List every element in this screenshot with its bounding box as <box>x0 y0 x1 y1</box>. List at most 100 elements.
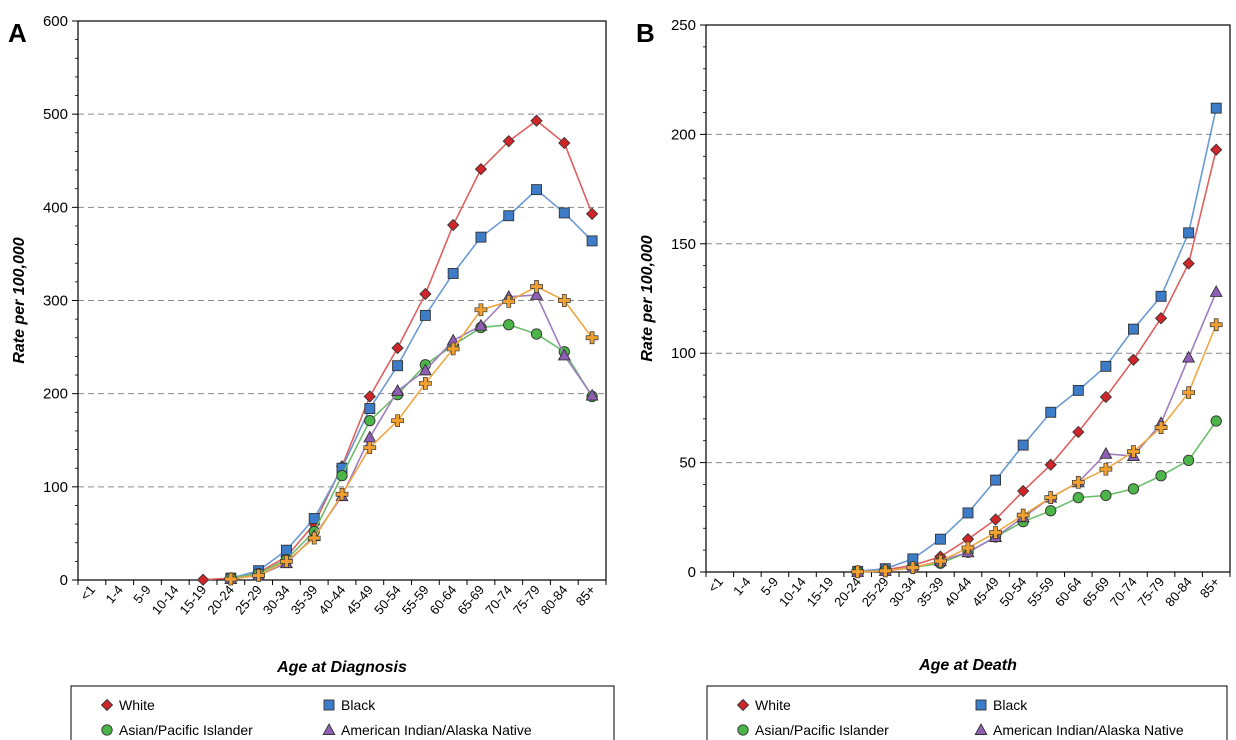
a-x-tick-label: 80-84 <box>538 582 571 617</box>
a-legend-box <box>70 685 615 740</box>
b-point-hispanic <box>961 541 975 555</box>
a-y-axis-title: Rate per 100,000 <box>11 237 28 363</box>
a-x-axis-title: Age at Diagnosis <box>276 659 407 676</box>
b-point-hispanic <box>989 526 1002 539</box>
b-x-tick-label: 45-49 <box>969 574 1002 609</box>
b-x-tick-label: 30-34 <box>886 574 919 609</box>
b-legend-marker-american-indian-alaska-native <box>974 723 988 735</box>
b-point-black <box>1045 406 1057 418</box>
b-x-tick-label: 40-44 <box>941 574 974 609</box>
b-plot-area <box>706 25 1230 572</box>
a-point-asian-pacific-islander <box>503 319 515 331</box>
a-point-american-indian-alaska-native <box>529 287 544 300</box>
a-point-black <box>419 309 431 321</box>
a-legend-marker-black <box>323 699 335 711</box>
a-point-hispanic <box>391 414 404 428</box>
b-point-hispanic <box>1127 445 1140 459</box>
a-x-tick-label: <1 <box>77 582 98 603</box>
b-x-tick-label: 55-59 <box>1024 574 1057 609</box>
b-series-hispanic <box>851 318 1223 579</box>
b-point-white <box>1017 484 1030 498</box>
a-legend-label-american-indian-alaska-native: American Indian/Alaska Native <box>341 722 532 738</box>
a-point-black <box>586 235 598 247</box>
a-x-tick-label: 65-69 <box>454 582 487 617</box>
a-point-white <box>447 218 460 232</box>
b-x-tick-label: 75-79 <box>1134 574 1167 609</box>
a-point-hispanic <box>252 568 265 582</box>
a-point-white <box>474 162 488 176</box>
b-point-asian-pacific-islander <box>1127 483 1140 495</box>
b-point-asian-pacific-islander <box>1072 491 1084 504</box>
b-point-black <box>1128 323 1139 335</box>
b-x-tick-label: 1-4 <box>730 574 754 598</box>
a-y-tick-label: 400 <box>43 199 68 216</box>
a-point-white <box>530 114 543 127</box>
a-point-hispanic <box>335 487 349 501</box>
a-y-tick-label: 100 <box>43 479 68 496</box>
a-x-tick-label: 20-24 <box>204 582 237 617</box>
a-point-white <box>558 136 571 150</box>
a-point-black <box>447 268 459 279</box>
b-point-hispanic <box>906 561 920 574</box>
b-point-black <box>1155 290 1167 302</box>
a-y-tick-label: 0 <box>60 572 68 589</box>
a-series-hispanic <box>224 280 599 586</box>
a-point-hispanic <box>419 377 432 390</box>
a-x-tick-label: 75-79 <box>510 582 543 617</box>
b-legend-marker-asian-pacific-islander <box>737 724 749 736</box>
b-point-hispanic <box>1016 508 1030 522</box>
b-plot-frame <box>705 24 1231 573</box>
a-y-tick-label: 300 <box>43 293 68 310</box>
a-x-tick-label: 50-54 <box>371 582 404 617</box>
a-point-white <box>502 135 515 148</box>
a-x-tick-label: 45-49 <box>343 582 376 617</box>
a-point-hispanic <box>280 555 293 568</box>
b-point-black <box>934 533 946 545</box>
a-point-white <box>363 390 376 403</box>
a-x-tick-label: 5-9 <box>130 582 154 606</box>
b-y-tick-label: 200 <box>671 126 696 143</box>
b-x-tick-label: 85+ <box>1197 574 1223 601</box>
a-point-hispanic <box>557 294 571 307</box>
b-point-white <box>1182 257 1195 270</box>
b-y-tick-label: 0 <box>688 564 696 581</box>
b-point-hispanic <box>851 565 865 579</box>
a-point-black <box>392 360 404 372</box>
b-x-tick-label: <1 <box>705 574 726 595</box>
a-x-tick-label: 30-34 <box>260 582 293 617</box>
b-panel-label: B <box>636 18 655 48</box>
b-point-black <box>1183 227 1195 239</box>
a-point-asian-pacific-islander <box>364 415 376 427</box>
b-x-axis-title: Age at Death <box>918 657 1017 674</box>
b-point-hispanic <box>1182 386 1195 399</box>
b-point-american-indian-alaska-native <box>1182 350 1196 363</box>
b-legend-label-white: White <box>755 697 791 713</box>
b-point-asian-pacific-islander <box>1155 470 1167 482</box>
b-legend-label-asian-pacific-islander: Asian/Pacific Islander <box>755 722 889 738</box>
a-point-black <box>280 544 292 556</box>
b-point-hispanic <box>1071 475 1085 489</box>
b-point-hispanic <box>934 554 947 568</box>
b-legend-label-american-indian-alaska-native: American Indian/Alaska Native <box>993 722 1184 738</box>
a-legend-marker-white <box>100 698 114 712</box>
a-point-white <box>585 207 599 220</box>
a-legend-label-asian-pacific-islander: Asian/Pacific Islander <box>119 722 253 738</box>
a-x-tick-label: 35-39 <box>288 582 321 617</box>
b-y-axis-title: Rate per 100,000 <box>639 235 656 361</box>
a-series-line-hispanic <box>230 285 593 580</box>
a-legend-label-white: White <box>119 697 155 713</box>
b-legend: White Black Asian/Pacific Islander American… <box>706 685 1228 740</box>
a-point-black <box>308 513 320 524</box>
b-point-american-indian-alaska-native <box>1209 285 1223 297</box>
a-x-tick-label: 15-19 <box>176 582 209 617</box>
a-x-tick-label: 1-4 <box>102 582 126 606</box>
b-point-white <box>1210 143 1223 156</box>
a-x-tick-label: 70-74 <box>482 582 515 617</box>
b-x-tick-label: 20-24 <box>831 574 864 609</box>
a-point-hispanic <box>307 531 321 545</box>
b-point-white <box>1099 390 1113 404</box>
b-point-asian-pacific-islander <box>1045 505 1057 517</box>
a-point-white <box>196 573 210 586</box>
b-point-black <box>1100 360 1112 372</box>
a-point-american-indian-alaska-native <box>557 348 571 361</box>
